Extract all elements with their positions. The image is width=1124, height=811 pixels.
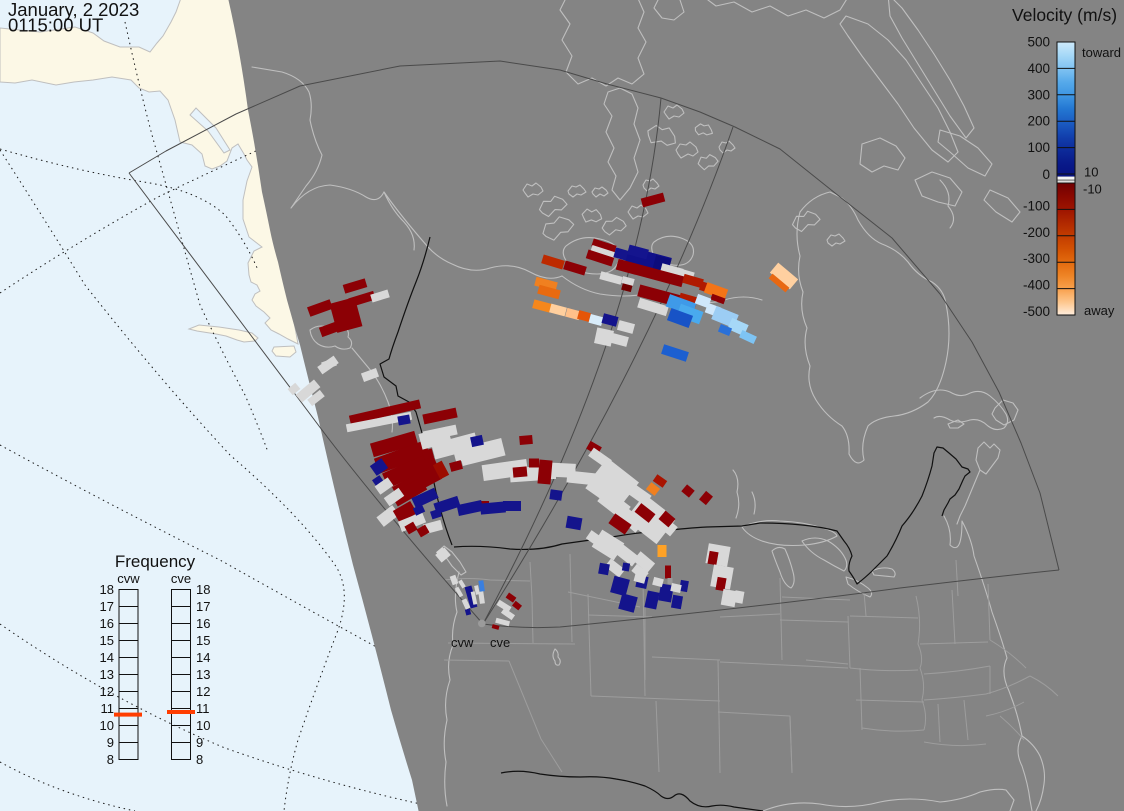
svg-text:500: 500 <box>1027 35 1050 50</box>
svg-text:0115:00 UT: 0115:00 UT <box>8 15 103 36</box>
svg-text:200: 200 <box>1027 114 1050 129</box>
svg-text:-500: -500 <box>1023 304 1050 319</box>
svg-text:-200: -200 <box>1023 225 1050 240</box>
svg-text:15: 15 <box>100 633 114 648</box>
svg-text:away: away <box>1084 303 1115 318</box>
svg-text:14: 14 <box>196 650 210 665</box>
svg-text:100: 100 <box>1027 140 1050 155</box>
svg-text:18: 18 <box>100 582 114 597</box>
svg-text:cvw: cvw <box>451 635 474 650</box>
svg-text:12: 12 <box>100 684 114 699</box>
svg-text:17: 17 <box>196 599 210 614</box>
svg-text:cve: cve <box>490 635 510 650</box>
svg-text:10: 10 <box>100 718 114 733</box>
svg-text:toward: toward <box>1082 45 1121 60</box>
svg-text:300: 300 <box>1027 87 1050 102</box>
svg-text:-10: -10 <box>1083 182 1102 197</box>
svg-text:13: 13 <box>196 667 210 682</box>
svg-text:400: 400 <box>1027 61 1050 76</box>
svg-text:13: 13 <box>100 667 114 682</box>
svg-text:-100: -100 <box>1023 198 1050 213</box>
svg-text:January, 2 2023: January, 2 2023 <box>8 0 139 20</box>
svg-text:14: 14 <box>100 650 114 665</box>
svg-text:0: 0 <box>1042 167 1050 182</box>
svg-text:10: 10 <box>1084 165 1098 180</box>
svg-text:16: 16 <box>100 616 114 631</box>
svg-text:9: 9 <box>107 735 114 750</box>
svg-text:16: 16 <box>196 616 210 631</box>
svg-text:-400: -400 <box>1023 278 1050 293</box>
svg-text:18: 18 <box>196 582 210 597</box>
svg-text:Velocity (m/s): Velocity (m/s) <box>1012 5 1117 25</box>
svg-text:-300: -300 <box>1023 251 1050 266</box>
svg-text:15: 15 <box>196 633 210 648</box>
svg-text:Frequency: Frequency <box>115 552 196 571</box>
svg-text:11: 11 <box>101 701 115 716</box>
svg-text:cvw: cvw <box>117 571 140 586</box>
svg-text:11: 11 <box>196 701 210 716</box>
svg-text:9: 9 <box>196 735 203 750</box>
svg-text:cve: cve <box>171 571 191 586</box>
svg-text:8: 8 <box>196 752 203 767</box>
svg-text:8: 8 <box>107 752 114 767</box>
svg-text:10: 10 <box>196 718 210 733</box>
svg-text:12: 12 <box>196 684 210 699</box>
svg-text:17: 17 <box>100 599 114 614</box>
